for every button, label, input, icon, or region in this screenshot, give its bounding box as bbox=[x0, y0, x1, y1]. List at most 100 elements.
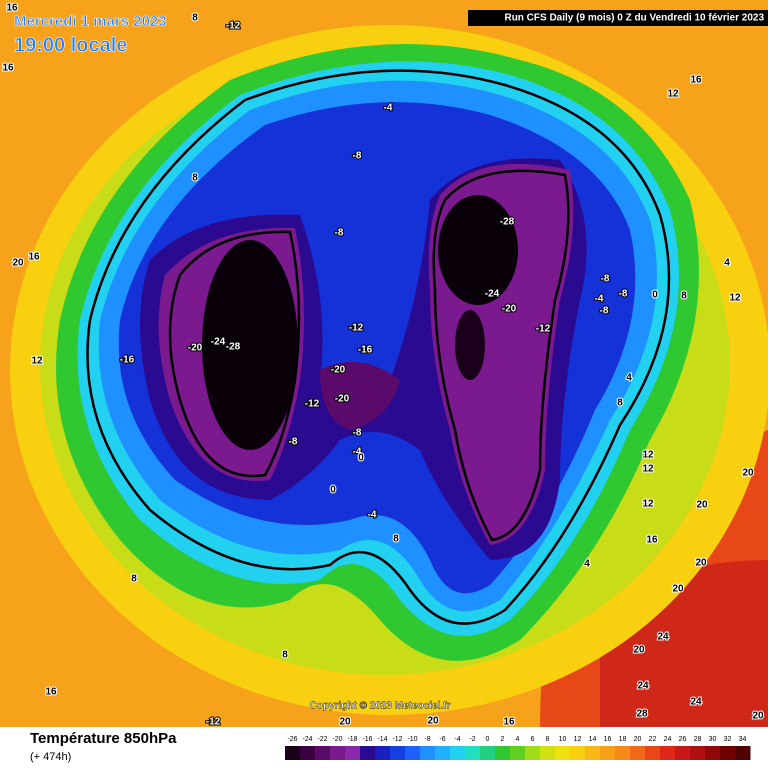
contour-label: 20 bbox=[12, 258, 24, 269]
colorbar-swatch bbox=[645, 746, 661, 760]
contour-label: -8 bbox=[289, 437, 298, 448]
contour-label: -12 bbox=[226, 21, 241, 32]
colorbar-swatch bbox=[420, 746, 436, 760]
colorbar-label: 28 bbox=[694, 736, 702, 743]
region-coldest bbox=[455, 310, 485, 380]
contour-label: 24 bbox=[657, 632, 669, 643]
contour-label: -8 bbox=[353, 428, 362, 439]
contour-label: 12 bbox=[642, 499, 654, 510]
colorbar-swatch bbox=[690, 746, 706, 760]
colorbar-label: -16 bbox=[362, 736, 372, 743]
contour-label: 16 bbox=[646, 535, 658, 546]
region-coldest bbox=[202, 240, 298, 450]
contour-label: 4 bbox=[724, 258, 730, 269]
footer-title: Température 850hPa bbox=[30, 730, 177, 747]
contour-label: 8 bbox=[617, 398, 623, 409]
contour-label: -4 bbox=[384, 103, 393, 114]
contour-label: 8 bbox=[131, 574, 137, 585]
colorbar-label: 30 bbox=[709, 736, 717, 743]
colorbar-label: -2 bbox=[469, 736, 475, 743]
contour-label: -16 bbox=[120, 355, 135, 366]
colorbar-label: -22 bbox=[317, 736, 327, 743]
contour-label: -8 bbox=[601, 274, 610, 285]
colorbar-label: 4 bbox=[516, 736, 520, 743]
contour-label: 20 bbox=[696, 500, 708, 511]
colorbar-swatch bbox=[345, 746, 361, 760]
contour-label: 0 bbox=[652, 290, 658, 301]
contour-label: 20 bbox=[339, 717, 351, 728]
colorbar-swatch bbox=[525, 746, 541, 760]
contour-label: 8 bbox=[192, 13, 198, 24]
colorbar-label: 14 bbox=[589, 736, 597, 743]
colorbar-label: -26 bbox=[287, 736, 297, 743]
colorbar-swatch bbox=[630, 746, 646, 760]
run-info: Run CFS Daily (9 mois) 0 Z du Vendredi 1… bbox=[504, 13, 764, 24]
contour-label: -28 bbox=[226, 342, 241, 353]
colorbar-label: 10 bbox=[559, 736, 567, 743]
colorbar-label: 12 bbox=[574, 736, 582, 743]
contour-label: 16 bbox=[28, 252, 40, 263]
colorbar-label: -14 bbox=[377, 736, 387, 743]
colorbar-label: 24 bbox=[664, 736, 672, 743]
colorbar-swatch bbox=[720, 746, 736, 760]
contour-label: 4 bbox=[584, 559, 590, 570]
colorbar-label: -24 bbox=[302, 736, 312, 743]
contour-label: 16 bbox=[690, 75, 702, 86]
contour-label: 12 bbox=[729, 293, 741, 304]
colorbar-swatch bbox=[285, 746, 301, 760]
contour-label: 24 bbox=[690, 697, 702, 708]
contour-label: -8 bbox=[600, 306, 609, 317]
colorbar-swatch bbox=[390, 746, 406, 760]
colorbar-label: 22 bbox=[649, 736, 657, 743]
contour-label: -12 bbox=[305, 399, 320, 410]
contour-label: 16 bbox=[2, 63, 14, 74]
contour-label: 16 bbox=[6, 3, 18, 14]
region-purple bbox=[320, 362, 400, 430]
colorbar-label: -4 bbox=[454, 736, 460, 743]
colorbar-swatch bbox=[300, 746, 316, 760]
colorbar-swatch bbox=[570, 746, 586, 760]
map-time: 19:00 locale bbox=[14, 34, 127, 56]
contour-label: 0 bbox=[330, 485, 336, 496]
colorbar-label: -8 bbox=[424, 736, 430, 743]
colorbar-label: 8 bbox=[546, 736, 550, 743]
colorbar-swatch bbox=[585, 746, 601, 760]
contour-label: 8 bbox=[282, 650, 288, 661]
colorbar-label: 6 bbox=[531, 736, 535, 743]
colorbar-swatch bbox=[555, 746, 571, 760]
contour-label: 20 bbox=[427, 716, 439, 727]
contour-label: -20 bbox=[502, 304, 517, 315]
contour-label: 20 bbox=[742, 468, 754, 479]
contour-label: -28 bbox=[500, 217, 515, 228]
colorbar-label: 32 bbox=[724, 736, 732, 743]
colorbar-label: -12 bbox=[392, 736, 402, 743]
colorbar-label: 18 bbox=[619, 736, 627, 743]
contour-label: 20 bbox=[752, 711, 764, 722]
contour-label: -12 bbox=[206, 717, 221, 728]
colorbar-label: -20 bbox=[332, 736, 342, 743]
footer-lead: (+ 474h) bbox=[30, 751, 71, 763]
colorbar-label: 20 bbox=[634, 736, 642, 743]
contour-lines bbox=[86, 69, 671, 625]
contour-label: 20 bbox=[672, 584, 684, 595]
contour-label: -20 bbox=[331, 365, 346, 376]
contour-label: 12 bbox=[642, 464, 654, 475]
contour-label: 0 bbox=[358, 453, 364, 464]
colorbar-swatch bbox=[615, 746, 631, 760]
colorbar-swatch bbox=[465, 746, 481, 760]
colorbar-label: 34 bbox=[739, 736, 747, 743]
colorbar-swatch bbox=[330, 746, 346, 760]
contour-label: 16 bbox=[45, 687, 57, 698]
colorbar-swatch bbox=[495, 746, 511, 760]
contour-label: -24 bbox=[211, 337, 226, 348]
contour-label: 28 bbox=[636, 709, 648, 720]
contour-label: 4 bbox=[626, 373, 632, 384]
contour-label: -16 bbox=[358, 345, 373, 356]
colorbar-swatch bbox=[360, 746, 376, 760]
copyright: Copyright © 2023 Meteociel.fr bbox=[310, 701, 451, 712]
colorbar-swatch bbox=[510, 746, 526, 760]
contour-label: -8 bbox=[619, 289, 628, 300]
colorbar-label: 2 bbox=[501, 736, 505, 743]
contour-label: 16 bbox=[503, 717, 515, 728]
